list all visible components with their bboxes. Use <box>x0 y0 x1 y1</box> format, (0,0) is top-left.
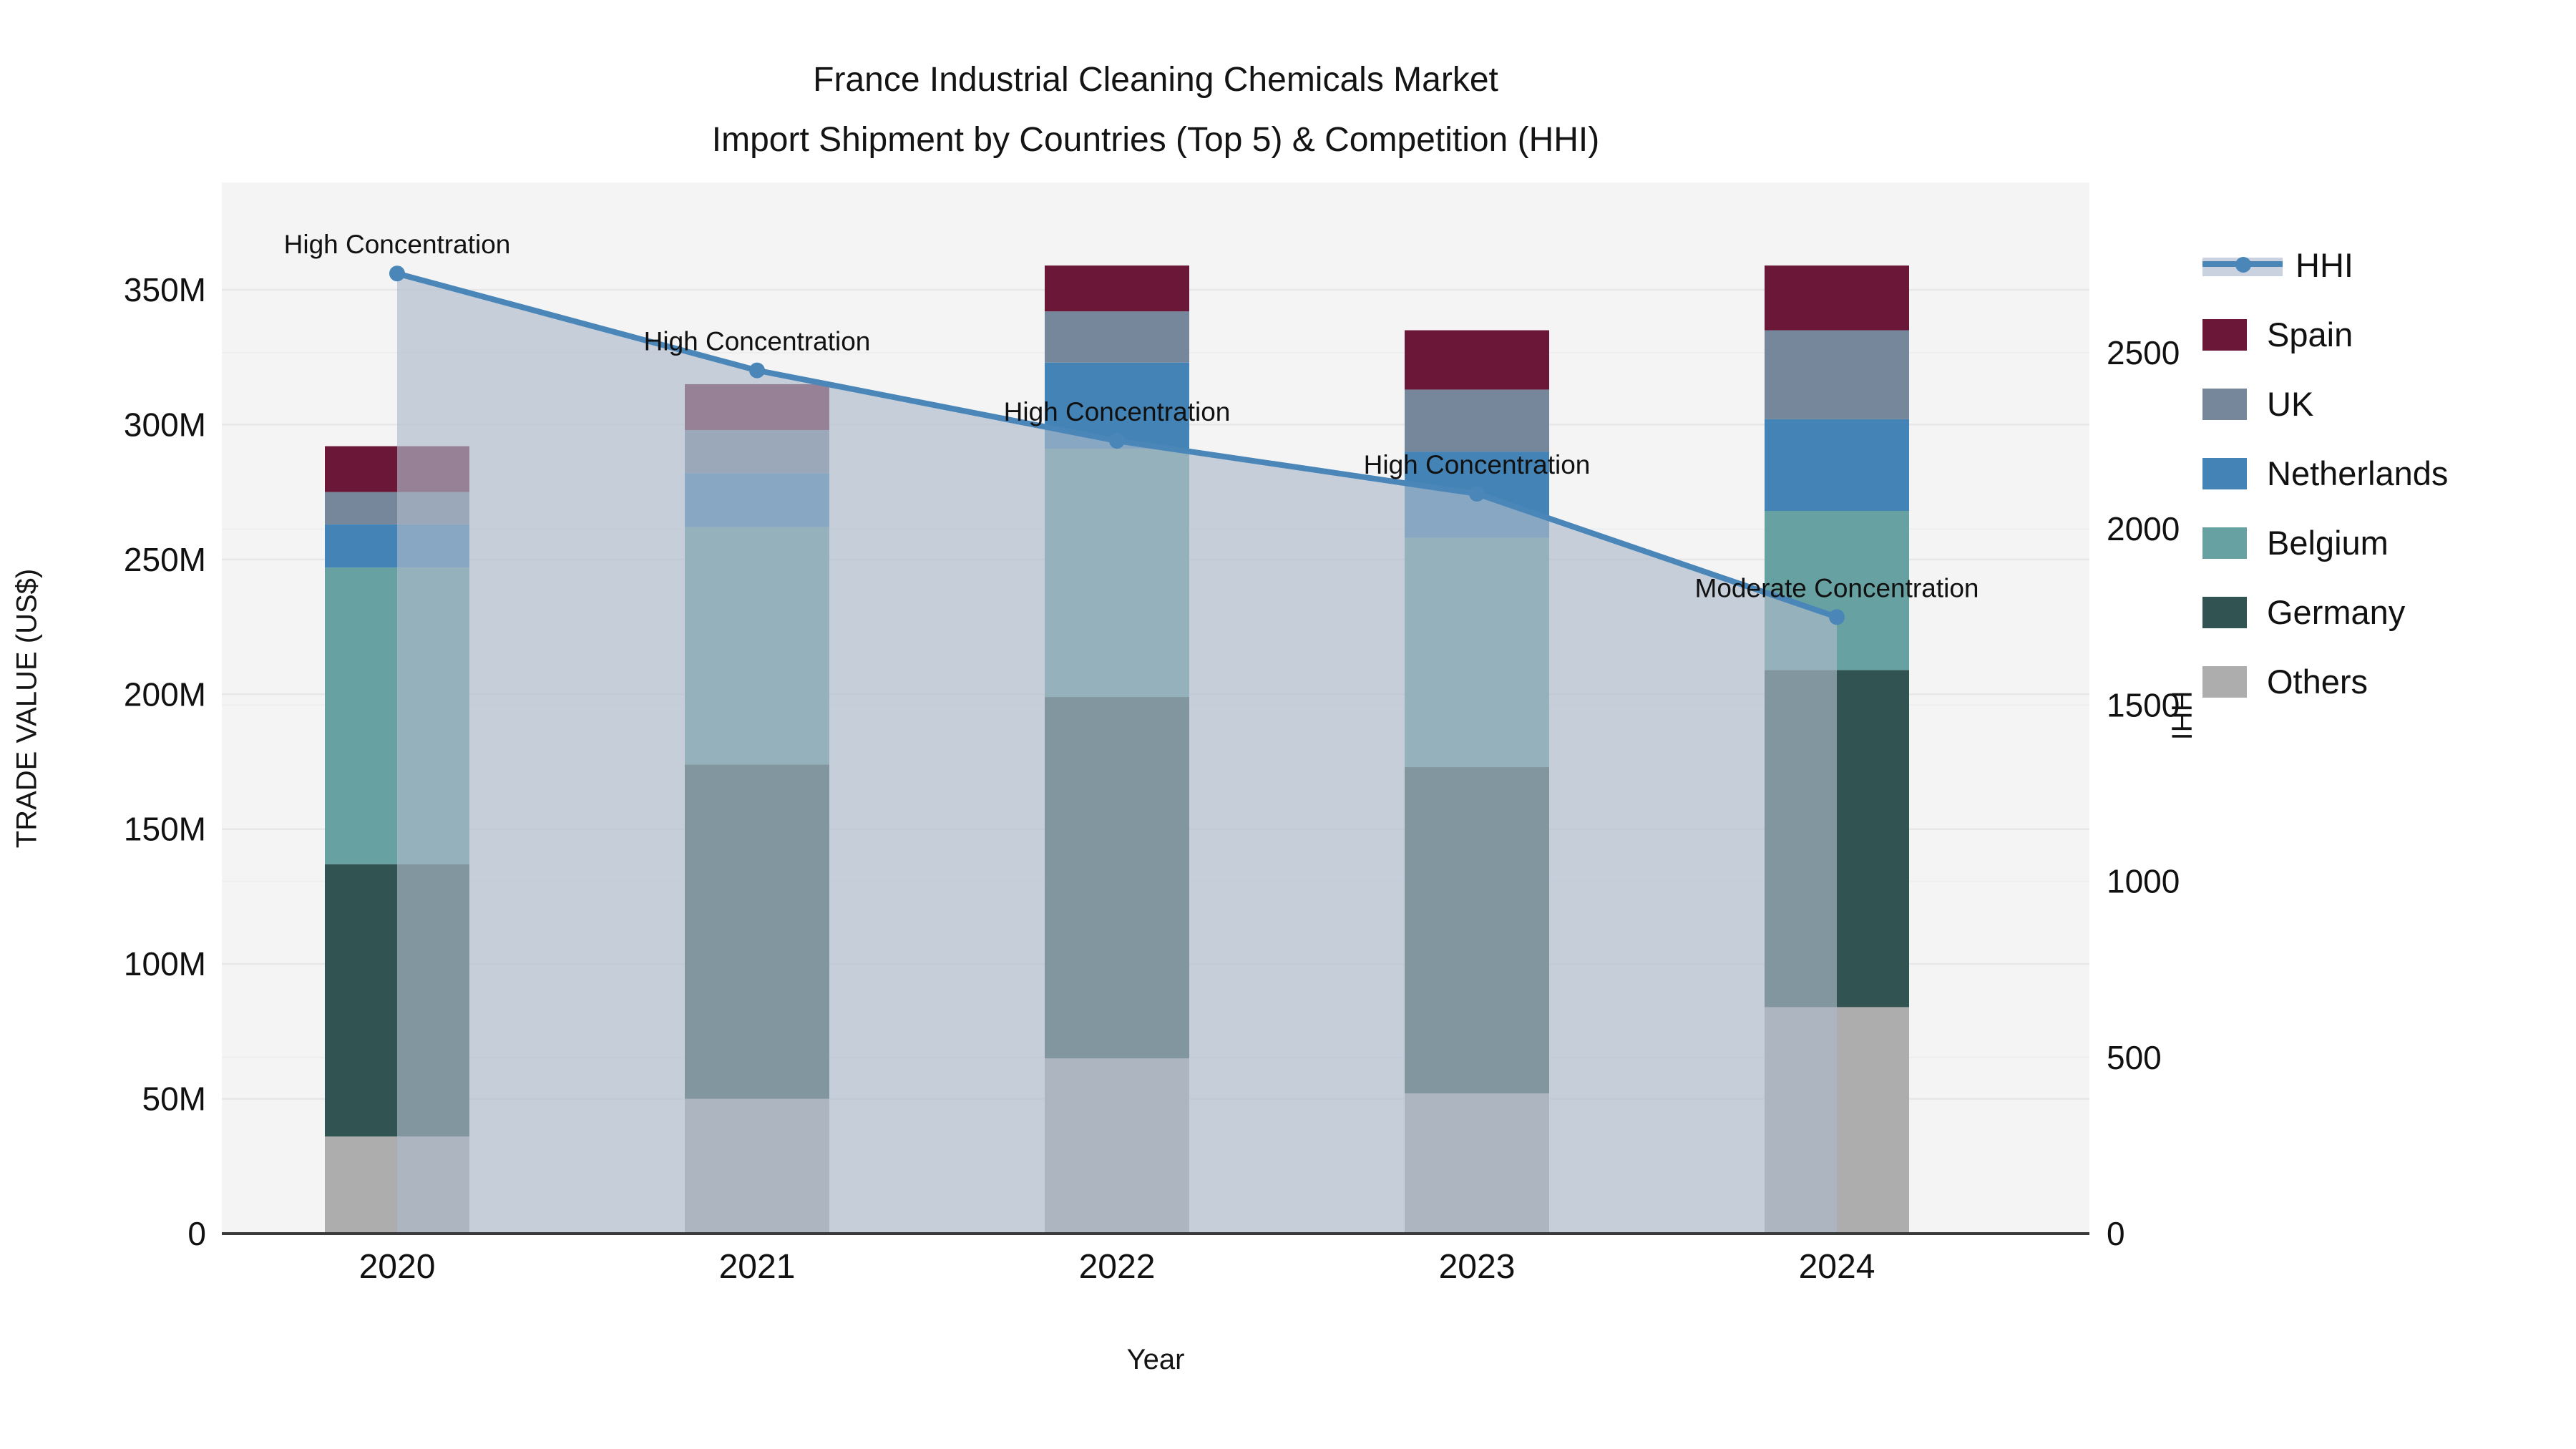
y-right-tick-500: 500 <box>2107 1039 2162 1076</box>
legend-swatch-netherlands <box>2202 457 2247 489</box>
annotation-2023: High Concentration <box>1364 450 1591 479</box>
x-tick-2023: 2023 <box>1439 1248 1516 1286</box>
y-right-tick-2000: 2000 <box>2107 510 2180 547</box>
y-left-tick-50M: 50M <box>142 1080 206 1118</box>
y-left-tick-0: 0 <box>187 1215 206 1252</box>
y-left-tick-300M: 300M <box>124 406 206 443</box>
annotation-2022: High Concentration <box>1004 397 1231 426</box>
legend-swatch-others <box>2202 665 2247 698</box>
annotation-2024: Moderate Concentration <box>1695 573 1979 602</box>
legend-label-uk: UK <box>2267 385 2314 423</box>
x-tick-2021: 2021 <box>719 1248 796 1286</box>
legend-label-others: Others <box>2267 663 2368 701</box>
legend-item-hhi: HHI <box>2202 230 2448 300</box>
x-tick-2020: 2020 <box>359 1248 436 1286</box>
x-tick-2022: 2022 <box>1079 1248 1156 1286</box>
x-tick-2024: 2024 <box>1799 1248 1875 1286</box>
legend-swatch-uk <box>2202 388 2247 420</box>
y-axis-label-left: TRADE VALUE (US$) <box>11 568 43 849</box>
annotation-2021: High Concentration <box>644 327 871 356</box>
hhi-marker-2022 <box>1109 433 1125 449</box>
bar-segment-uk-2023 <box>1405 389 1549 452</box>
chart-title-line2: Import Shipment by Countries (Top 5) & C… <box>711 121 1600 159</box>
bar-segment-uk-2024 <box>1765 330 1909 419</box>
legend-swatch-spain <box>2202 318 2247 351</box>
legend-label-hhi: HHI <box>2296 246 2353 284</box>
y-right-tick-2500: 2500 <box>2107 334 2180 371</box>
legend-label-belgium: Belgium <box>2267 524 2389 562</box>
hhi-line-icon <box>2202 250 2283 281</box>
bar-segment-uk-2022 <box>1045 311 1189 363</box>
legend-item-belgium: Belgium <box>2202 508 2448 577</box>
bar-segment-spain-2024 <box>1765 265 1909 331</box>
annotation-2020: High Concentration <box>284 230 511 259</box>
y-right-tick-0: 0 <box>2107 1215 2125 1252</box>
legend-swatch-belgium <box>2202 527 2247 559</box>
legend-item-others: Others <box>2202 647 2448 716</box>
hhi-marker-2020 <box>389 265 405 282</box>
legend: HHI Spain UK Netherlands Belgium Germany Other… <box>2202 230 2448 716</box>
y-axis-label-right: HHI <box>2165 691 2197 741</box>
x-axis-label: Year <box>1126 1344 1185 1375</box>
y-left-tick-200M: 200M <box>124 675 206 713</box>
legend-label-spain: Spain <box>2267 316 2353 353</box>
y-left-tick-250M: 250M <box>124 541 206 578</box>
legend-item-netherlands: Netherlands <box>2202 439 2448 508</box>
y-left-tick-100M: 100M <box>124 945 206 982</box>
bar-segment-spain-2022 <box>1045 265 1189 312</box>
hhi-marker-2021 <box>749 362 765 379</box>
legend-item-spain: Spain <box>2202 300 2448 369</box>
legend-label-netherlands: Netherlands <box>2267 454 2449 492</box>
y-left-tick-150M: 150M <box>124 811 206 848</box>
chart-title-line1: France Industrial Cleaning Chemicals Mar… <box>813 61 1498 99</box>
bar-segment-netherlands-2024 <box>1765 419 1909 512</box>
hhi-marker-2023 <box>1469 485 1485 502</box>
bar-segment-spain-2023 <box>1405 330 1549 390</box>
legend-label-germany: Germany <box>2267 593 2406 631</box>
y-left-tick-350M: 350M <box>124 271 206 308</box>
y-right-tick-1500: 1500 <box>2107 686 2180 723</box>
hhi-area-fill <box>397 273 1837 1234</box>
y-right-tick-1000: 1000 <box>2107 863 2180 900</box>
hhi-marker-2024 <box>1829 609 1845 625</box>
legend-item-germany: Germany <box>2202 577 2448 647</box>
legend-item-uk: UK <box>2202 369 2448 439</box>
legend-swatch-germany <box>2202 596 2247 628</box>
